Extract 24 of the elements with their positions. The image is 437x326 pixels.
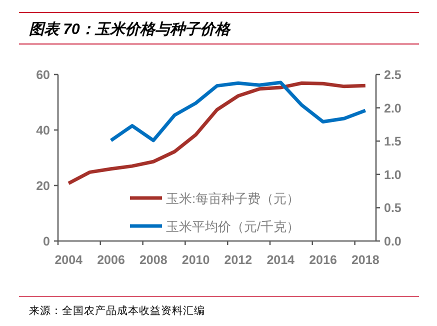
x-tick-label: 2006	[97, 253, 125, 267]
y-tick-label: 60	[36, 68, 50, 82]
line-series	[66, 81, 368, 186]
chart-title: 图表 70：玉米价格与种子价格	[29, 21, 232, 38]
legend-label: 玉米平均价（元/千克）	[166, 219, 300, 234]
legend-label: 玉米:每亩种子费（元）	[166, 191, 300, 206]
y-tick-label: 40	[36, 124, 50, 138]
y-tick-label: 20	[36, 179, 50, 193]
x-tick-label: 2012	[224, 253, 252, 267]
y2-tick-label: 1.0	[384, 168, 402, 182]
y2-tick-label: 0.0	[384, 234, 402, 248]
y2-tick-label: 0.5	[384, 201, 402, 216]
y2-tick-label: 2.0	[384, 101, 402, 116]
x-tick-label: 2004	[54, 253, 83, 267]
x-tick-label: 2014	[266, 253, 295, 267]
line-series	[109, 80, 368, 142]
x-tick-label: 2008	[139, 253, 168, 267]
y2-tick-label: 1.5	[384, 134, 402, 149]
source-note: 来源：全国农产品成本收益资料汇编	[29, 304, 205, 317]
x-tick-label: 2018	[351, 253, 380, 267]
y2-tick-label: 2.5	[384, 68, 402, 82]
y-tick-label: 0	[43, 234, 50, 248]
x-tick-label: 2010	[182, 253, 210, 267]
x-tick-label: 2016	[309, 253, 337, 267]
